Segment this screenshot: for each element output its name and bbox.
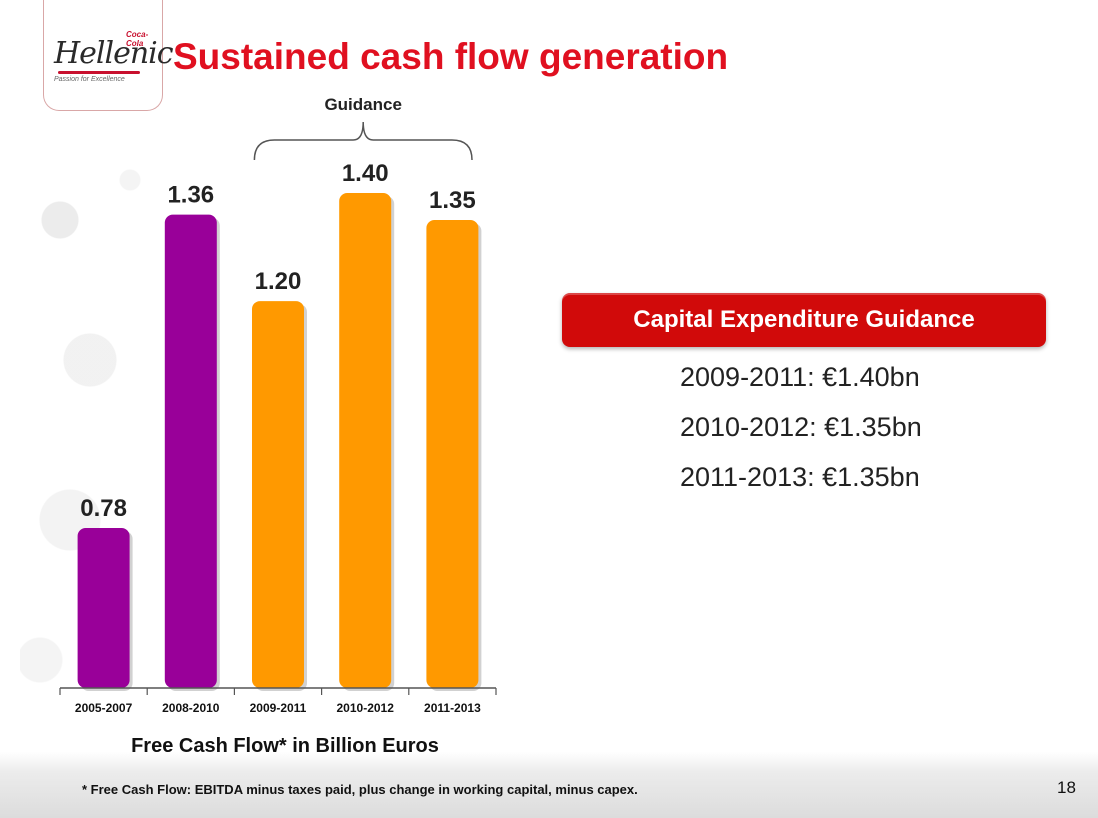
bar-value-label: 1.40 [342,160,389,187]
logo-brand-small: Coca-Cola [126,30,149,48]
bar-2008-2010 [164,214,217,688]
bar-value-label: 1.20 [255,268,302,295]
bar-2011-2013 [426,220,479,689]
logo-tagline: Passion for Excellence [54,76,125,83]
capex-item: 2009-2011: €1.40bn [680,362,920,392]
capex-item: 2011-2013: €1.35bn [680,462,920,492]
bar-value-label: 1.36 [167,182,214,209]
bar-2010-2012 [339,193,392,688]
x-tick-label: 2008-2010 [162,701,220,715]
guidance-brace [253,121,473,161]
guidance-label: Guidance [324,95,401,114]
bar-2005-2007 [77,528,130,688]
bar-2009-2011 [252,301,304,688]
page-number: 18 [1057,778,1076,797]
bar-value-label: 0.78 [80,495,127,522]
x-tick-label: 2009-2011 [250,701,307,715]
footnote: * Free Cash Flow: EBITDA minus taxes pai… [82,782,638,797]
x-tick-label: 2010-2012 [337,701,395,715]
x-tick-label: 2011-2013 [424,701,481,715]
capex-item: 2010-2012: €1.35bn [680,412,922,442]
capex-guidance-list: 2009-2011: €1.40bn 2010-2012: €1.35bn 20… [680,360,922,510]
page-title: Sustained cash flow generation [173,36,729,77]
logo-swoosh [58,71,140,74]
x-tick-label: 2005-2007 [75,701,133,715]
capex-guidance-banner: Capital Expenditure Guidance [562,293,1046,347]
chart-caption: Free Cash Flow* in Billion Euros [131,735,439,757]
company-logo: Coca-Cola Hellenic Passion for Excellenc… [43,0,174,111]
logo-brand-main: Hellenic [54,36,174,71]
footer-bar [0,752,1098,818]
bar-value-label: 1.35 [429,187,476,214]
